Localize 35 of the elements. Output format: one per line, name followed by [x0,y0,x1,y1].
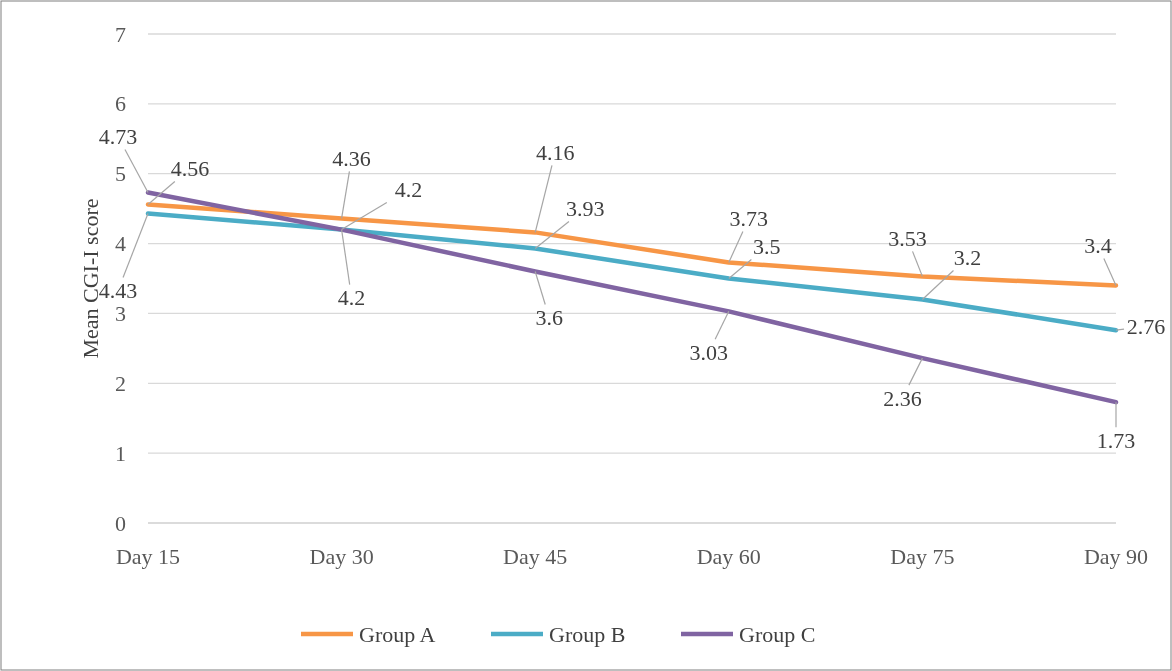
x-tick-label: Day 75 [890,543,955,569]
data-label: 3.03 [689,339,729,365]
data-label: 4.73 [98,124,138,150]
legend-label: Group B [549,621,626,647]
y-tick-label: 0 [115,510,126,536]
legend-label: Group C [739,621,816,647]
data-label: 2.36 [883,385,922,411]
y-tick-label: 4 [115,231,126,257]
y-tick-label: 3 [115,300,126,326]
data-label: 3.6 [535,305,563,331]
y-tick-label: 5 [115,161,126,187]
x-tick-label: Day 90 [1083,543,1149,569]
x-tick-label: Day 45 [503,543,568,569]
data-label: 2.76 [1126,313,1166,339]
data-label: 4.16 [535,139,575,165]
data-label: 3.2 [953,244,982,270]
data-label: 4.2 [394,177,423,203]
data-label: 4.56 [170,155,210,181]
x-tick-label: Day 60 [696,543,761,569]
data-label: 4.36 [332,145,371,171]
x-tick-label: Day 15 [115,543,181,569]
legend-label: Group A [359,621,436,647]
x-tick-label: Day 30 [309,543,374,569]
data-label: 3.4 [1084,232,1112,258]
data-label: 1.73 [1096,427,1136,453]
data-label: 4.2 [337,285,366,311]
y-tick-label: 2 [115,370,126,396]
y-tick-label: 7 [115,21,126,47]
data-label: 3.53 [888,225,927,251]
data-label: 3.73 [729,205,769,231]
data-label: 3.93 [565,195,605,221]
y-tick-label: 6 [115,91,126,117]
data-label: 3.5 [753,234,781,259]
y-tick-label: 1 [115,440,126,466]
line-series [145,202,1119,288]
